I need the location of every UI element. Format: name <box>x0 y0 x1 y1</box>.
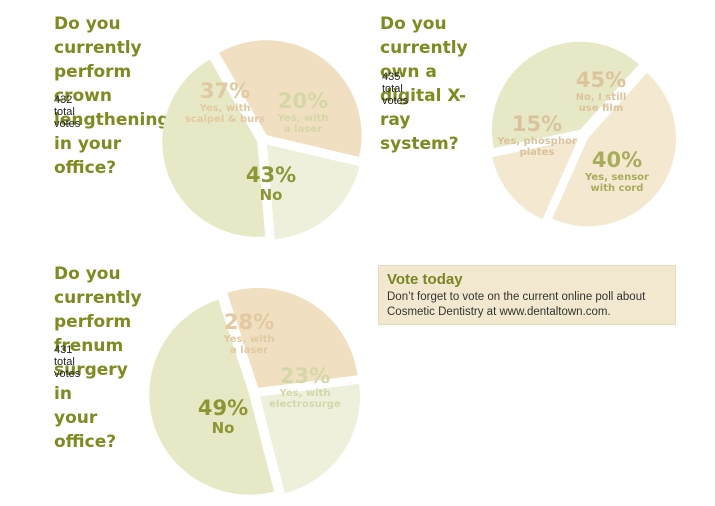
pie-slice <box>492 138 579 220</box>
slice-percent-label: 45% <box>576 68 626 92</box>
vote-box-body: Don’t forget to vote on the current onli… <box>387 291 646 318</box>
slice-caption: Yes, with <box>279 388 331 399</box>
slice-caption: a laser <box>284 124 322 135</box>
slice-caption: No, I still <box>576 92 627 103</box>
pie-slice <box>492 41 639 149</box>
poll-question: Do you currently perform crown lengtheni… <box>54 14 170 178</box>
slice-caption: Yes, with <box>277 113 329 124</box>
slice-percent-label: 40% <box>592 148 642 172</box>
slice-percent-label: 23% <box>280 364 330 388</box>
slice-caption: No <box>212 419 235 437</box>
slice-percent-label: 15% <box>512 112 562 136</box>
slice-percent-label: 28% <box>224 310 274 334</box>
pie-slice <box>227 287 358 388</box>
slice-percent-label: 49% <box>198 396 248 420</box>
slice-percent-label: 43% <box>246 163 296 187</box>
slice-percent-label: 37% <box>200 79 250 103</box>
total-votes: 432 total votes <box>54 94 81 130</box>
slice-caption: use film <box>579 103 624 114</box>
slice-caption: with cord <box>591 183 644 194</box>
vote-box-title: Vote today <box>387 271 463 288</box>
slice-caption: Yes, with <box>199 103 251 114</box>
pie-slice <box>162 59 266 237</box>
poll-question: Do you currently perform frenum surgery … <box>54 264 142 452</box>
slice-caption: Yes, with <box>223 334 275 345</box>
slice-caption: electrosurge <box>269 399 341 410</box>
slice-caption: Yes, phosphor <box>496 136 577 147</box>
pie-slice <box>266 144 360 240</box>
pie-slice <box>259 383 360 494</box>
total-votes: 435 total votes <box>382 71 409 107</box>
pie-slice <box>149 299 275 495</box>
poll-question: Do you currently own a digital X-ray sys… <box>380 14 468 154</box>
slice-caption: No <box>260 186 283 204</box>
slice-caption: Yes, sensor <box>584 172 649 183</box>
slice-caption: a laser <box>230 345 268 356</box>
vote-today-box: Vote today Don’t forget to vote on the c… <box>378 265 676 325</box>
slice-caption: plates <box>520 147 555 158</box>
total-votes: 431 total votes <box>54 344 81 380</box>
pie-slice <box>219 40 362 157</box>
slice-caption: scalpel & burs <box>185 114 265 125</box>
pie-slice <box>552 72 677 227</box>
slice-percent-label: 20% <box>278 89 328 113</box>
